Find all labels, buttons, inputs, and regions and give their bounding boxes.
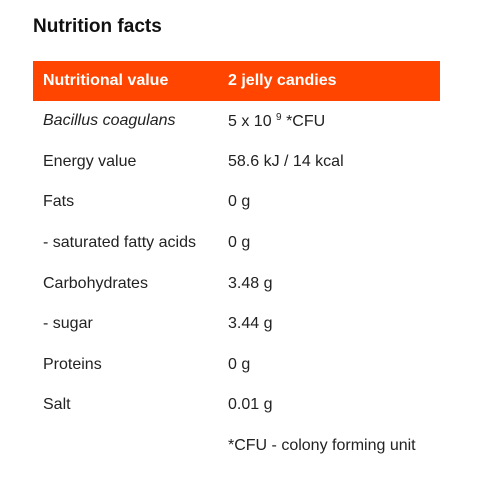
table-row: Proteins 0 g	[33, 345, 440, 386]
table-row: Salt 0.01 g	[33, 385, 440, 426]
row-value: 5 x 10 9 *CFU	[218, 112, 325, 131]
bacillus-value-unit: *CFU	[286, 112, 326, 130]
nutrition-table: Nutritional value 2 jelly candies Bacill…	[33, 61, 440, 466]
table-row-footnote: *CFU - colony forming unit	[33, 426, 440, 467]
table-row-bacillus: Bacillus coagulans 5 x 10 9 *CFU	[33, 101, 440, 142]
table-row: - sugar 3.44 g	[33, 304, 440, 345]
row-label: Proteins	[43, 355, 102, 373]
header-serving: 2 jelly candies	[228, 72, 337, 89]
row-value: 0 g	[228, 355, 251, 373]
footnote: *CFU - colony forming unit	[228, 437, 416, 455]
bacillus-value-exponent: 9	[276, 111, 282, 123]
row-value: 0 g	[228, 193, 251, 211]
table-row: Energy value 58.6 kJ / 14 kcal	[33, 142, 440, 183]
table-row: - saturated fatty acids 0 g	[33, 223, 440, 264]
table-header-row: Nutritional value 2 jelly candies	[33, 61, 440, 101]
row-label: Energy value	[43, 152, 137, 170]
row-label: Salt	[43, 396, 71, 414]
row-value: 3.44 g	[228, 315, 273, 333]
page-title: Nutrition facts	[33, 16, 162, 37]
row-label: Bacillus coagulans	[43, 112, 176, 130]
row-label: Fats	[43, 193, 75, 211]
header-nutritional-value: Nutritional value	[43, 72, 169, 89]
bacillus-value-base: 5 x 10	[228, 112, 272, 130]
row-value: 3.48 g	[228, 274, 273, 292]
row-label: - saturated fatty acids	[43, 234, 196, 252]
row-value: 0.01 g	[228, 396, 273, 414]
table-row: Carbohydrates 3.48 g	[33, 263, 440, 304]
row-value: 58.6 kJ / 14 kcal	[228, 152, 344, 170]
table-row: Fats 0 g	[33, 182, 440, 223]
row-label: - sugar	[43, 315, 93, 333]
row-value: 0 g	[228, 234, 251, 252]
row-label: Carbohydrates	[43, 274, 148, 292]
